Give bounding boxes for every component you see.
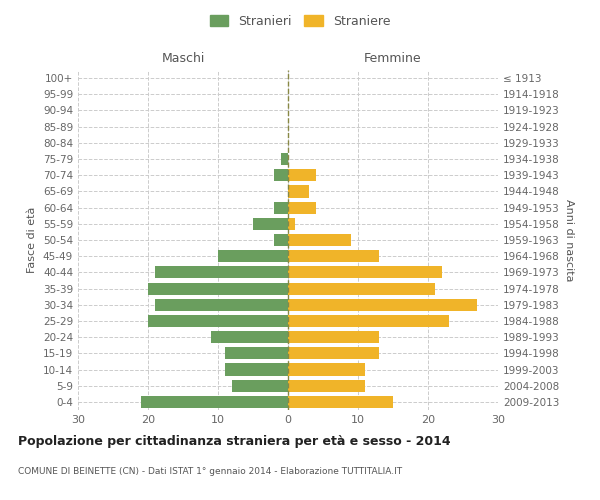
Bar — [288, 364, 365, 376]
Text: Maschi: Maschi — [161, 52, 205, 65]
Text: Femmine: Femmine — [364, 52, 422, 65]
Bar — [288, 234, 351, 246]
Bar — [148, 315, 288, 327]
Text: Popolazione per cittadinanza straniera per età e sesso - 2014: Popolazione per cittadinanza straniera p… — [18, 435, 451, 448]
Bar — [288, 218, 295, 230]
Bar — [288, 396, 393, 408]
Bar — [281, 153, 288, 165]
Bar — [225, 364, 288, 376]
Bar — [288, 250, 379, 262]
Bar — [274, 234, 288, 246]
Bar — [155, 298, 288, 311]
Bar — [288, 282, 435, 294]
Bar — [155, 266, 288, 278]
Legend: Stranieri, Straniere: Stranieri, Straniere — [206, 11, 394, 32]
Y-axis label: Anni di nascita: Anni di nascita — [563, 198, 574, 281]
Bar — [274, 169, 288, 181]
Bar — [225, 348, 288, 360]
Bar — [232, 380, 288, 392]
Bar — [253, 218, 288, 230]
Bar — [288, 348, 379, 360]
Bar — [288, 298, 477, 311]
Bar — [141, 396, 288, 408]
Bar — [288, 266, 442, 278]
Bar — [288, 202, 316, 213]
Bar — [288, 315, 449, 327]
Bar — [288, 186, 309, 198]
Bar — [288, 169, 316, 181]
Bar — [288, 331, 379, 343]
Text: COMUNE DI BEINETTE (CN) - Dati ISTAT 1° gennaio 2014 - Elaborazione TUTTITALIA.I: COMUNE DI BEINETTE (CN) - Dati ISTAT 1° … — [18, 468, 402, 476]
Bar — [274, 202, 288, 213]
Bar — [211, 331, 288, 343]
Bar — [288, 380, 365, 392]
Bar — [218, 250, 288, 262]
Bar — [148, 282, 288, 294]
Y-axis label: Fasce di età: Fasce di età — [28, 207, 37, 273]
